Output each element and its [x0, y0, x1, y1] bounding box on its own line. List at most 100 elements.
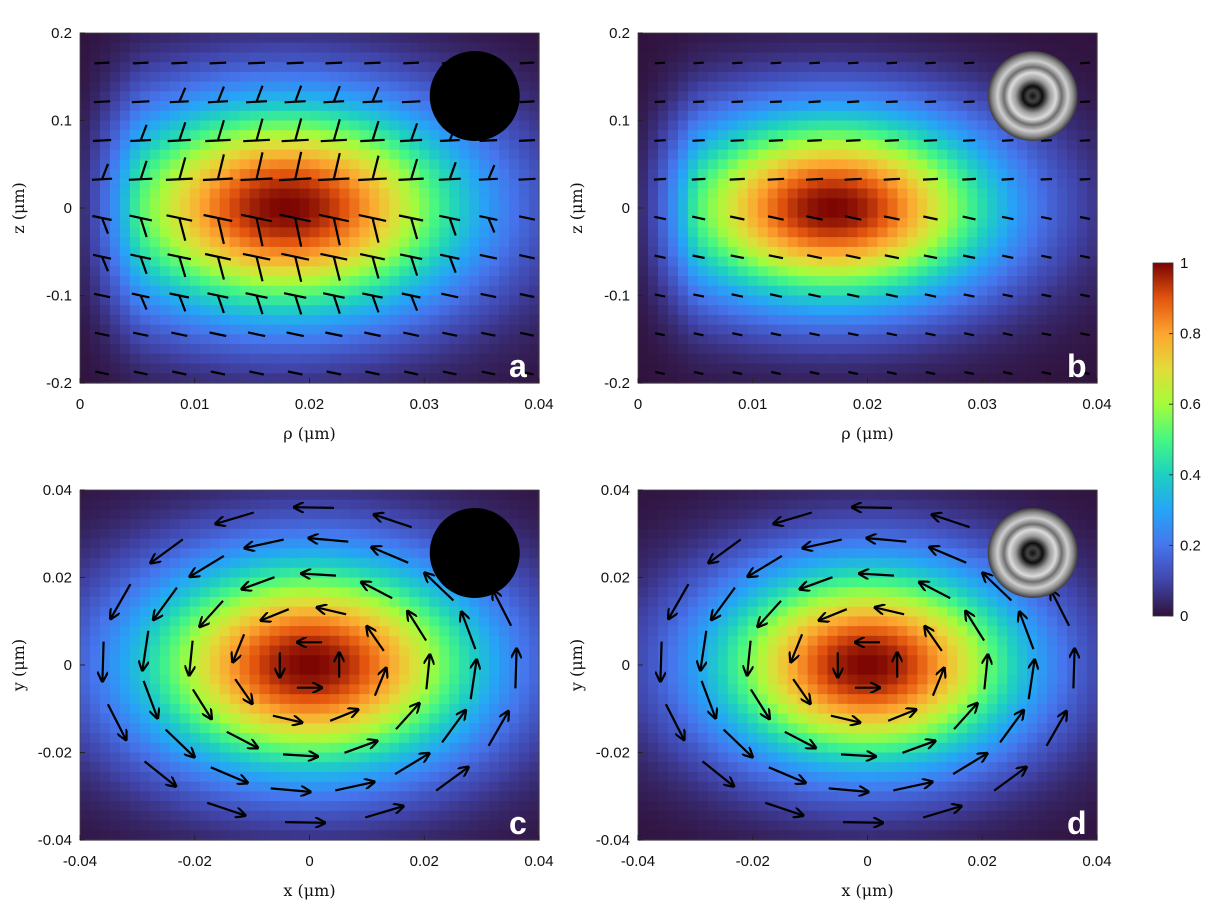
- heatmap-cell: [757, 353, 769, 365]
- heatmap-cell: [109, 567, 121, 579]
- heatmap-cell: [119, 295, 131, 306]
- heatmap-cell: [1087, 198, 1098, 209]
- heatmap-cell: [189, 276, 201, 287]
- heatmap-cell: [677, 266, 689, 277]
- heatmap-cell: [249, 324, 261, 335]
- heatmap-cell: [757, 363, 769, 374]
- heatmap-cell: [349, 626, 360, 637]
- heatmap-cell: [169, 149, 181, 160]
- heatmap-cell: [199, 334, 211, 345]
- quiver-line: [654, 293, 666, 298]
- heatmap-cell: [89, 276, 101, 287]
- heatmap-cell: [697, 324, 709, 335]
- heatmap-cell: [339, 120, 351, 131]
- heatmap-cell: [429, 509, 440, 520]
- heatmap-cell: [647, 227, 659, 238]
- heatmap-cell: [947, 363, 958, 374]
- heatmap-cell: [499, 139, 510, 151]
- heatmap-cell: [927, 246, 938, 258]
- heatmap-cell: [429, 256, 440, 267]
- heatmap-cell: [379, 674, 390, 686]
- heatmap-cell: [279, 499, 291, 511]
- heatmap-cell: [249, 120, 261, 131]
- heatmap-cell: [707, 169, 719, 180]
- heatmap-cell: [1087, 71, 1098, 83]
- heatmap-cell: [847, 91, 859, 102]
- heatmap-cell: [369, 558, 380, 569]
- heatmap-cell: [299, 373, 311, 384]
- heatmap-cell: [289, 71, 301, 83]
- heatmap-cell: [797, 217, 809, 229]
- heatmap-cell: [509, 256, 520, 267]
- heatmap-cell: [707, 353, 719, 365]
- quiver-line: [519, 100, 535, 104]
- heatmap-cell: [269, 509, 281, 520]
- heatmap-cell: [319, 285, 331, 297]
- heatmap-cell: [757, 101, 769, 112]
- heatmap-cell: [80, 577, 91, 588]
- heatmap-cell: [867, 208, 879, 219]
- heatmap-cell: [827, 373, 839, 384]
- heatmap-cell: [509, 169, 520, 180]
- heatmap-cell: [847, 363, 859, 374]
- heatmap-cell: [359, 198, 370, 209]
- heatmap-cell: [289, 81, 301, 92]
- heatmap-cell: [159, 703, 171, 715]
- heatmap-cell: [767, 256, 779, 267]
- heatmap-cell: [967, 188, 978, 199]
- heatmap-cell: [509, 645, 520, 656]
- heatmap-cell: [289, 490, 301, 501]
- heatmap-cell: [239, 256, 251, 267]
- heatmap-cell: [947, 334, 958, 345]
- heatmap-cell: [239, 373, 251, 384]
- heatmap-cell: [807, 149, 819, 160]
- heatmap-cell: [887, 91, 899, 102]
- heatmap-cell: [509, 314, 520, 326]
- heatmap-cell: [309, 139, 321, 151]
- heatmap-cell: [499, 616, 510, 627]
- heatmap-cell: [259, 188, 271, 199]
- heatmap-cell: [329, 577, 341, 588]
- heatmap-cell: [119, 188, 131, 199]
- heatmap-cell: [389, 42, 400, 54]
- heatmap-cell: [657, 91, 669, 102]
- heatmap-cell: [429, 52, 440, 63]
- heatmap-cell: [329, 139, 341, 151]
- heatmap-cell: [509, 363, 520, 374]
- heatmap-cell: [419, 558, 430, 569]
- heatmap-cell: [747, 208, 759, 219]
- heatmap-cell: [927, 305, 938, 316]
- heatmap-cell: [389, 285, 400, 297]
- heatmap-cell: [199, 353, 211, 365]
- heatmap-cell: [717, 324, 729, 335]
- heatmap-cell: [469, 139, 480, 151]
- heatmap-cell: [917, 139, 928, 151]
- heatmap-cell: [319, 314, 331, 326]
- heatmap-cell: [807, 363, 819, 374]
- heatmap-cell: [957, 208, 968, 219]
- heatmap-cell: [837, 227, 849, 238]
- heatmap-cell: [499, 149, 510, 160]
- heatmap-cell: [707, 139, 719, 151]
- heatmap-cell: [747, 42, 759, 54]
- heatmap-cell: [219, 305, 231, 316]
- heatmap-cell: [139, 285, 151, 297]
- heatmap-cell: [339, 178, 351, 190]
- heatmap-cell: [359, 587, 370, 598]
- heatmap-cell: [419, 616, 430, 627]
- quiver-line: [132, 61, 149, 65]
- heatmap-cell: [807, 256, 819, 267]
- heatmap-cell: [179, 110, 191, 122]
- quiver-line: [886, 370, 897, 376]
- heatmap-cell: [927, 101, 938, 112]
- heatmap-cell: [99, 237, 111, 248]
- heatmap-cell: [119, 713, 131, 724]
- heatmap-cell: [717, 110, 729, 122]
- heatmap-cell: [119, 528, 131, 540]
- heatmap-cell: [409, 596, 420, 608]
- quiver-line: [178, 157, 187, 180]
- heatmap-cell: [329, 81, 341, 92]
- heatmap-cell: [399, 208, 410, 219]
- heatmap-cell: [687, 256, 699, 267]
- heatmap-cell: [847, 285, 859, 297]
